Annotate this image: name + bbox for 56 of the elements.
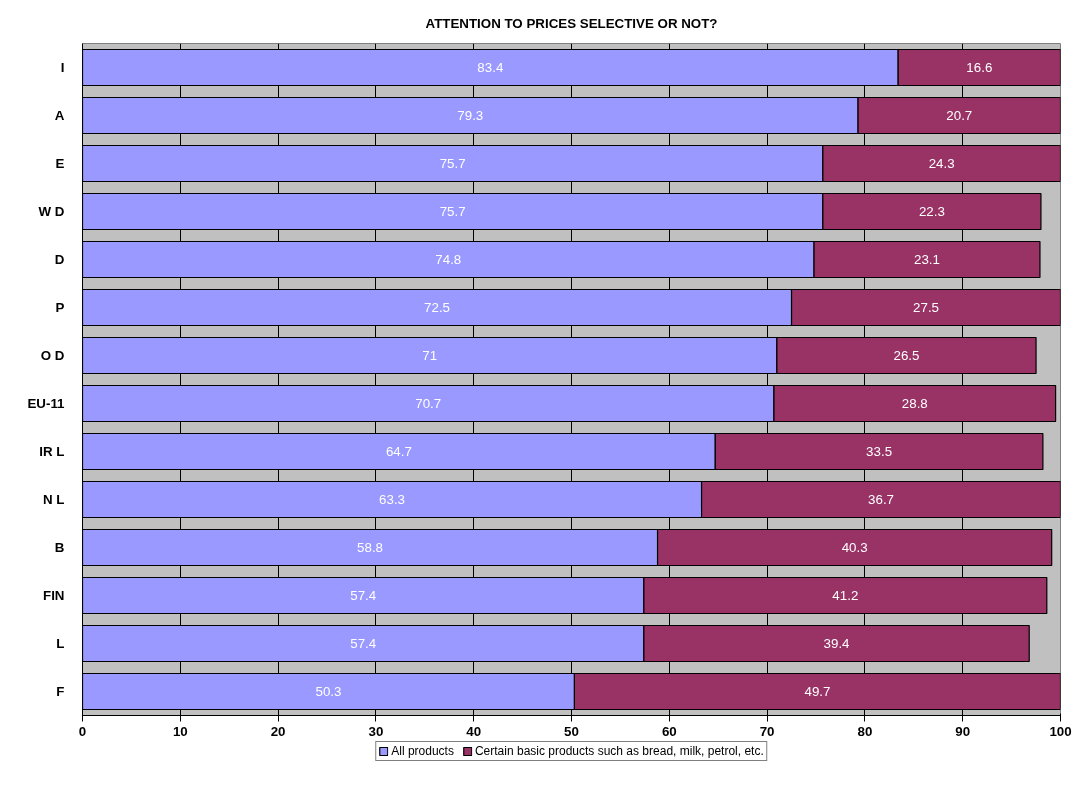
y-tick-label: W D [38, 204, 65, 219]
x-tick-label: 80 [857, 723, 873, 739]
y-tick-label: D [54, 252, 65, 267]
data-label: 49.7 [804, 684, 831, 699]
legend-label: Certain basic products such as bread, milk, petrol, etc. [474, 744, 764, 758]
data-label: 28.8 [901, 396, 928, 411]
y-tick-label: EU-11 [27, 396, 66, 411]
chart-title: ATTENTION TO PRICES SELECTIVE OR NOT? [425, 15, 718, 31]
x-tick-label: 40 [466, 723, 482, 739]
data-label: 36.7 [868, 492, 895, 507]
x-tick-label: 90 [955, 723, 971, 739]
data-label: 58.8 [357, 540, 384, 555]
data-label: 23.1 [914, 252, 940, 267]
x-tick-label: 30 [368, 723, 384, 739]
data-label: 57.4 [350, 588, 377, 603]
data-label: 72.5 [424, 300, 451, 315]
y-tick-label: F [56, 684, 65, 699]
x-tick-label: 20 [270, 723, 286, 739]
data-label: 63.3 [379, 492, 406, 507]
data-label: 74.8 [435, 252, 462, 267]
x-tick-label: 0 [78, 723, 87, 739]
data-label: 39.4 [823, 636, 851, 651]
data-label: 22.3 [918, 204, 945, 219]
data-label: 40.3 [841, 540, 868, 555]
data-label: 27.5 [913, 300, 940, 315]
y-tick-label: P [55, 300, 65, 315]
y-tick-label: B [54, 540, 65, 555]
data-label: 79.3 [457, 108, 484, 123]
x-tick-label: 60 [661, 723, 677, 739]
data-label: 75.7 [439, 156, 466, 171]
y-tick-label: L [56, 636, 65, 651]
data-label: 71 [422, 348, 438, 363]
legend-label: All products [391, 744, 454, 758]
x-tick-label: 100 [1049, 723, 1072, 739]
data-label: 33.5 [866, 444, 893, 459]
data-label: 83.4 [477, 60, 504, 75]
x-tick-label: 50 [564, 723, 579, 739]
data-label: 70.7 [415, 396, 442, 411]
y-tick-label: N L [43, 492, 65, 507]
data-label: 26.5 [893, 348, 920, 363]
data-label: 75.7 [439, 204, 466, 219]
x-tick-label: 70 [759, 723, 775, 739]
data-label: 16.6 [966, 60, 993, 75]
data-label: 50.3 [315, 684, 342, 699]
data-label: 41.2 [832, 588, 859, 603]
y-tick-label: O D [40, 348, 65, 363]
data-label: 20.7 [946, 108, 973, 123]
data-label: 64.7 [385, 444, 412, 459]
y-tick-label: FIN [43, 588, 65, 603]
y-tick-label: E [55, 156, 65, 171]
y-tick-label: IR L [39, 444, 65, 459]
y-tick-label: A [54, 108, 65, 123]
y-tick-label: I [60, 60, 65, 75]
data-label: 24.3 [928, 156, 955, 171]
data-label: 57.4 [350, 636, 377, 651]
x-tick-label: 10 [172, 723, 188, 739]
